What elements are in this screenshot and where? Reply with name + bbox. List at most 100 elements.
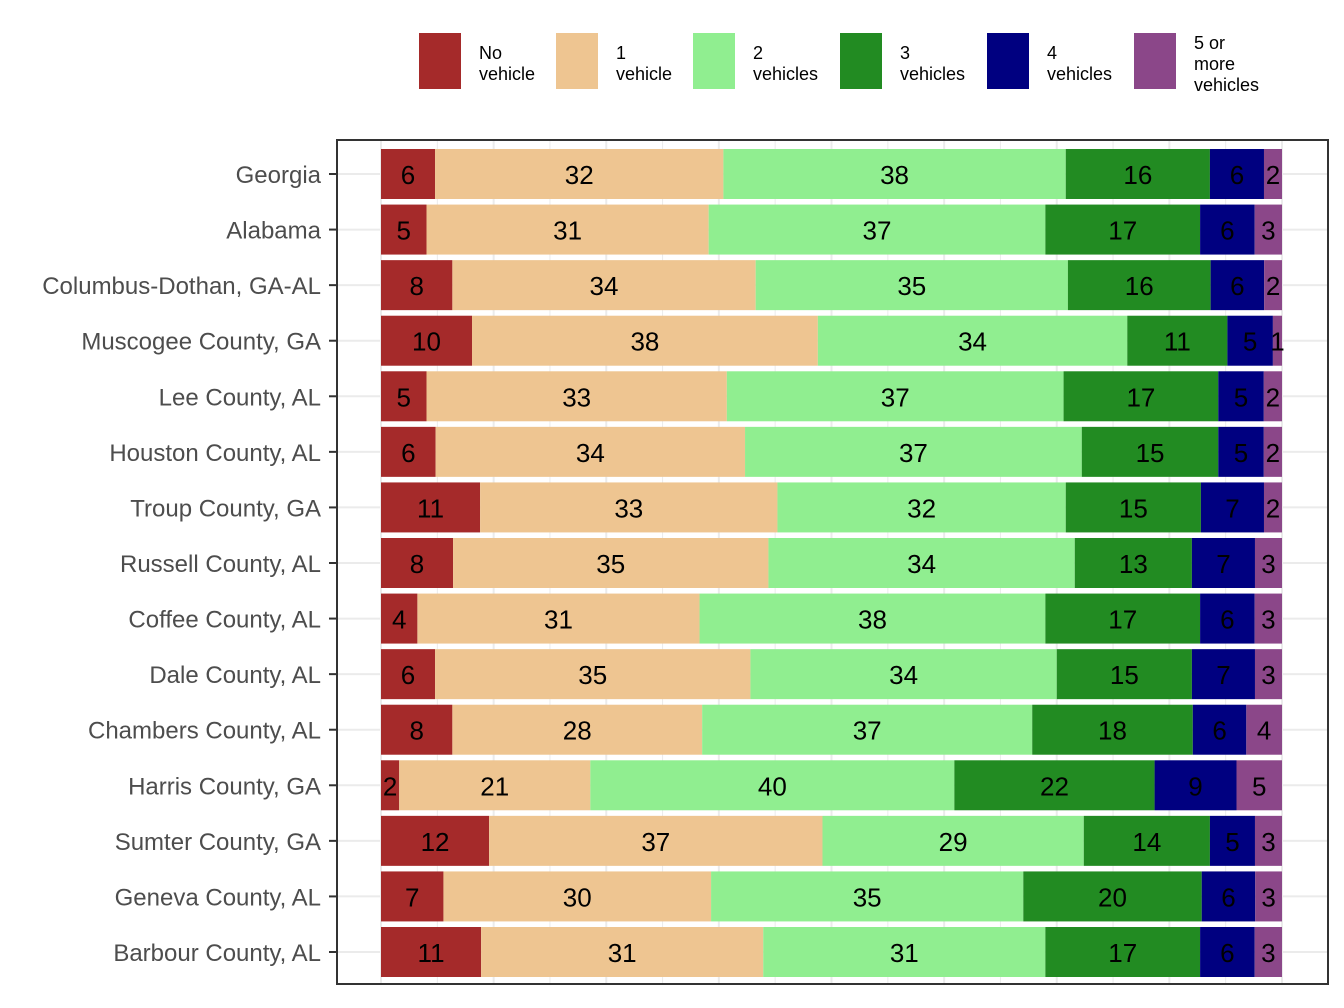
bar-segment (417, 593, 700, 644)
data-label: 34 (889, 660, 918, 690)
legend-label: 2 (753, 43, 763, 63)
legend-key (419, 33, 461, 89)
bar-segment (381, 760, 400, 811)
bar-segment (1209, 815, 1255, 866)
bar-segment (381, 426, 436, 477)
data-label: 5 (1234, 438, 1248, 468)
data-label: 16 (1125, 271, 1154, 301)
bar-segment (472, 315, 818, 366)
bar-segment (426, 204, 709, 255)
bar-segment (1083, 815, 1210, 866)
data-label: 3 (1261, 827, 1275, 857)
data-label: 4 (1257, 716, 1271, 746)
bar-segment (1218, 371, 1264, 422)
data-label: 7 (1216, 660, 1230, 690)
bar-segment (452, 260, 756, 311)
data-label: 5 (1243, 327, 1257, 357)
data-label: 2 (1266, 438, 1280, 468)
data-label: 35 (596, 549, 625, 579)
data-label: 6 (1230, 271, 1244, 301)
legend-label: vehicle (616, 64, 672, 84)
bar-segment (399, 760, 591, 811)
legend-label: vehicles (1194, 75, 1259, 95)
y-tick-label: Sumter County, GA (115, 829, 321, 856)
y-tick-label: Barbour County, AL (113, 940, 321, 967)
data-label: 4 (392, 605, 406, 635)
legend-key (840, 33, 882, 89)
data-label: 17 (1108, 605, 1137, 635)
legend-label: vehicles (900, 64, 965, 84)
bar-segment (1200, 927, 1255, 977)
data-label: 15 (1136, 438, 1165, 468)
bar-segment (1023, 871, 1202, 922)
data-label: 22 (1040, 771, 1069, 801)
bar-segment (745, 426, 1082, 477)
data-label: 3 (1261, 938, 1275, 968)
data-label: 31 (890, 938, 919, 968)
y-tick-label: Dale County, AL (149, 662, 321, 689)
data-label: 6 (1220, 938, 1234, 968)
data-label: 38 (630, 327, 659, 357)
y-tick-label: Coffee County, AL (128, 607, 321, 634)
data-label: 32 (907, 493, 936, 523)
bar-segment (381, 704, 453, 755)
bar-segment (1263, 149, 1282, 199)
bar-segment (711, 871, 1024, 922)
data-label: 34 (907, 549, 936, 579)
legend-label: 5 or (1194, 33, 1225, 53)
data-label: 9 (1188, 771, 1202, 801)
bar-segment (777, 482, 1066, 533)
bar-segment (1056, 649, 1192, 700)
bar-segment (1081, 426, 1219, 477)
data-label: 34 (958, 327, 987, 357)
y-tick-label: Muscogee County, GA (81, 329, 321, 356)
bar-segment (1254, 593, 1282, 644)
legend-key (693, 33, 735, 89)
bar-segment (1045, 204, 1201, 255)
bar-segment (1255, 871, 1282, 922)
legend-label: 3 (900, 43, 910, 63)
data-label: 17 (1126, 382, 1155, 412)
data-label: 6 (1220, 605, 1234, 635)
bar-segment (381, 149, 436, 199)
legend-key (556, 33, 598, 89)
bar-segment (381, 482, 481, 533)
legend-label: 1 (616, 43, 626, 63)
y-tick-label: Alabama (226, 218, 321, 245)
data-label: 20 (1098, 882, 1127, 912)
bar-segment (426, 371, 727, 422)
bar-segment (1074, 538, 1192, 588)
data-label: 6 (1212, 716, 1226, 746)
data-label: 30 (563, 882, 592, 912)
bar-segment (1263, 426, 1282, 477)
legend-label: 4 (1047, 43, 1057, 63)
bar-segment (1200, 482, 1264, 533)
bar-segment (381, 260, 453, 311)
data-label: 6 (401, 660, 415, 690)
legend-label: vehicle (479, 64, 535, 84)
data-label: 38 (858, 605, 887, 635)
bar-segment (1045, 593, 1201, 644)
bar-segment (435, 649, 751, 700)
bar-segment (954, 760, 1155, 811)
data-label: 14 (1132, 827, 1161, 857)
bars: 6 32 38 16 6 25 31 37 17 6 38 34 35 16 6 210 38 34 11 5 15 33… (381, 149, 1285, 977)
legend-key (987, 33, 1029, 89)
data-label: 5 (1252, 771, 1266, 801)
bar-segment (1154, 760, 1237, 811)
data-label: 2 (1266, 493, 1280, 523)
data-label: 37 (881, 382, 910, 412)
data-label: 6 (401, 438, 415, 468)
data-label: 15 (1110, 660, 1139, 690)
data-label: 35 (578, 660, 607, 690)
data-label: 5 (397, 216, 411, 246)
bar-segment (1191, 538, 1255, 588)
bar-segment (590, 760, 955, 811)
data-label: 32 (565, 160, 594, 190)
data-label: 5 (1225, 827, 1239, 857)
bar-segment (1246, 704, 1282, 755)
data-label: 11 (418, 938, 445, 968)
